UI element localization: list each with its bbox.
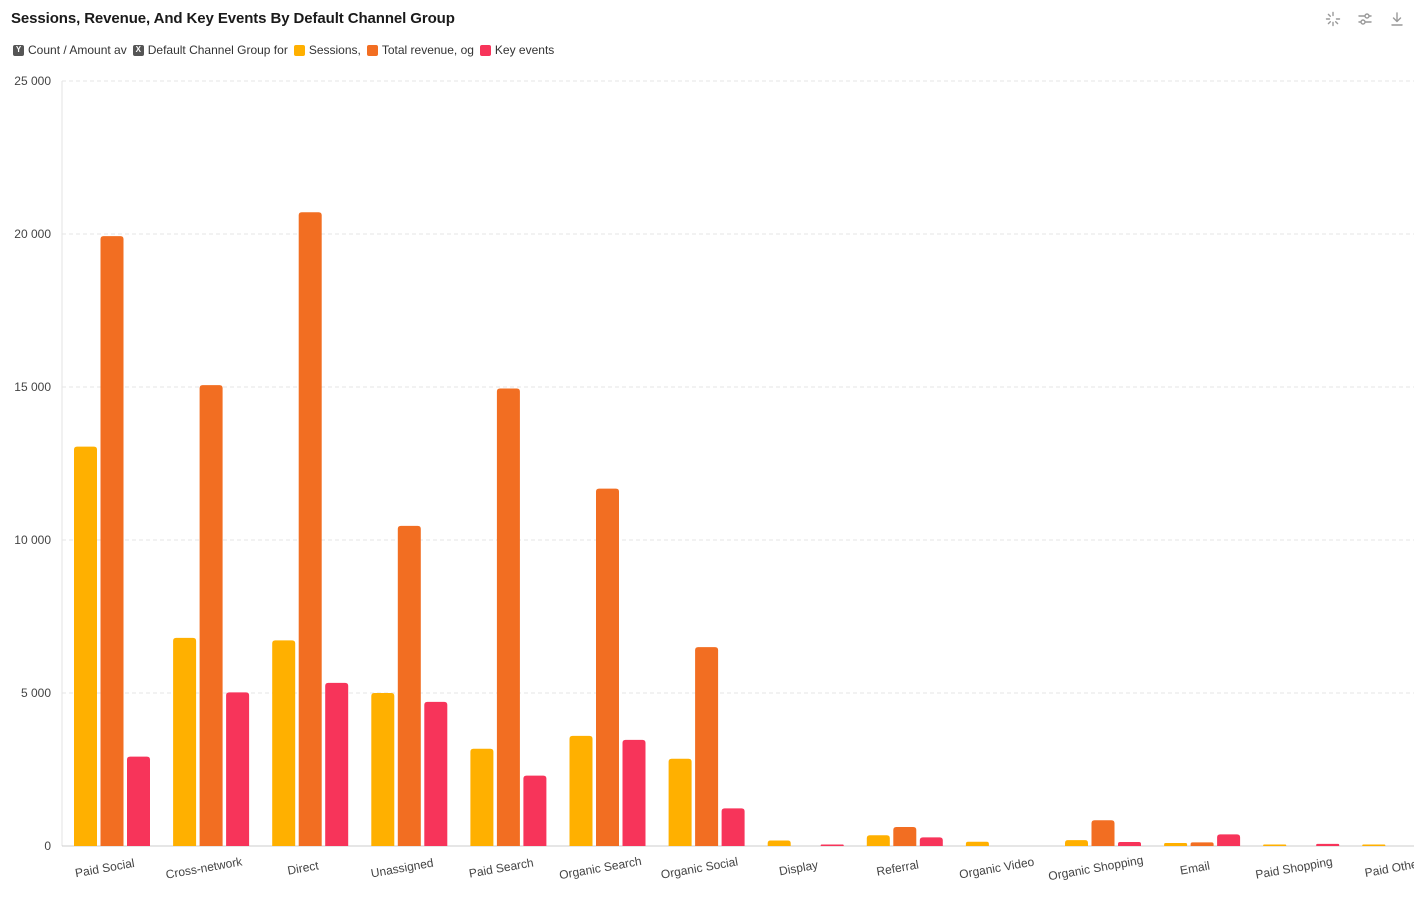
x-tick-label: Direct: [286, 858, 320, 877]
bar-sessions-display[interactable]: [767, 840, 791, 846]
y-tick-label: 10 000: [14, 533, 51, 547]
x-tick-label: Referral: [875, 857, 919, 878]
y-tick-label: 5 000: [21, 686, 51, 700]
x-tick-label: Cross-network: [165, 854, 245, 881]
legend-y-axis[interactable]: Y Count / Amount av: [13, 43, 127, 57]
x-tick-label: Organic Search: [558, 854, 643, 882]
legend-key-events[interactable]: Key events: [479, 43, 555, 57]
legend-sessions[interactable]: Sessions,: [293, 43, 361, 57]
bar-key-events-paid-search[interactable]: [523, 775, 547, 846]
bar-revenue-organic-search[interactable]: [596, 488, 619, 846]
sparkle-icon[interactable]: [1324, 10, 1342, 28]
x-tick-label: Paid Other: [1364, 856, 1414, 880]
bar-revenue-organic-social[interactable]: [695, 647, 719, 846]
x-tick-label: Paid Shopping: [1254, 854, 1333, 881]
bar-revenue-paid-search[interactable]: [496, 388, 520, 846]
bar-key-events-email[interactable]: [1217, 834, 1241, 846]
x-tick-label: Paid Search: [468, 855, 535, 880]
bar-sessions-organic-search[interactable]: [569, 735, 593, 846]
y-tick-label: 20 000: [14, 227, 51, 241]
bar-sessions-direct[interactable]: [272, 640, 296, 846]
legend-y-axis-label: Count / Amount av: [28, 43, 127, 57]
bar-sessions-referral[interactable]: [866, 835, 890, 846]
bar-key-events-direct[interactable]: [325, 682, 349, 846]
bar-key-events-display[interactable]: [820, 844, 844, 846]
legend-swatch-key-events: [479, 44, 491, 56]
x-axis-badge: X: [132, 44, 144, 56]
x-tick-label: Display: [778, 858, 819, 879]
bar-sessions-cross-network[interactable]: [173, 637, 197, 846]
legend-swatch-revenue: [366, 44, 378, 56]
bar-revenue-paid-social[interactable]: [100, 236, 124, 847]
x-tick-label: Unassigned: [370, 856, 435, 881]
filter-sliders-icon[interactable]: [1356, 10, 1374, 28]
y-tick-label: 25 000: [14, 74, 51, 88]
bar-sessions-paid-shopping[interactable]: [1263, 844, 1287, 847]
bar-sessions-paid-search[interactable]: [470, 748, 494, 846]
x-tick-label: Organic Social: [660, 854, 739, 881]
chart-title: Sessions, Revenue, And Key Events By Def…: [11, 10, 455, 27]
x-tick-label: Organic Shopping: [1047, 853, 1144, 883]
chart-legend: Y Count / Amount av X Default Channel Gr…: [13, 43, 560, 57]
bar-sessions-organic-video[interactable]: [965, 841, 989, 846]
legend-x-axis[interactable]: X Default Channel Group for: [132, 43, 288, 57]
bar-key-events-paid-social[interactable]: [127, 756, 150, 846]
bar-key-events-cross-network[interactable]: [226, 692, 250, 846]
bar-sessions-paid-other[interactable]: [1362, 844, 1386, 847]
download-icon[interactable]: [1388, 10, 1406, 28]
bar-key-events-organic-social[interactable]: [721, 808, 745, 846]
x-tick-label: Paid Social: [74, 856, 136, 880]
bar-sessions-email[interactable]: [1164, 842, 1188, 846]
bar-revenue-organic-shopping[interactable]: [1091, 820, 1115, 846]
y-tick-label: 15 000: [14, 380, 51, 394]
bar-key-events-organic-search[interactable]: [622, 739, 646, 846]
bar-sessions-paid-social[interactable]: [74, 446, 97, 846]
bar-revenue-email[interactable]: [1190, 842, 1214, 846]
y-axis-badge: Y: [13, 44, 24, 56]
bar-key-events-paid-shopping[interactable]: [1316, 843, 1340, 846]
legend-x-axis-label: Default Channel Group for: [147, 43, 288, 57]
legend-sessions-label: Sessions,: [308, 43, 361, 57]
legend-revenue-label: Total revenue, og: [381, 43, 474, 57]
bar-revenue-unassigned[interactable]: [397, 525, 421, 846]
chart-toolbar: [1324, 10, 1406, 28]
legend-key-events-label: Key events: [494, 43, 555, 57]
bar-revenue-direct[interactable]: [298, 212, 322, 847]
x-tick-label: Email: [1179, 859, 1211, 878]
legend-revenue[interactable]: Total revenue, og: [366, 43, 474, 57]
y-tick-label: 0: [44, 839, 51, 853]
bar-revenue-cross-network[interactable]: [199, 385, 223, 846]
bar-revenue-referral[interactable]: [893, 827, 917, 846]
x-tick-label: Organic Video: [958, 855, 1035, 882]
bar-sessions-unassigned[interactable]: [371, 693, 395, 846]
bar-key-events-referral[interactable]: [919, 837, 943, 846]
bar-key-events-organic-shopping[interactable]: [1118, 842, 1141, 846]
legend-swatch-sessions: [293, 44, 305, 56]
bar-sessions-organic-social[interactable]: [668, 758, 692, 846]
bar-key-events-unassigned[interactable]: [424, 701, 448, 846]
bar-sessions-organic-shopping[interactable]: [1065, 840, 1088, 846]
